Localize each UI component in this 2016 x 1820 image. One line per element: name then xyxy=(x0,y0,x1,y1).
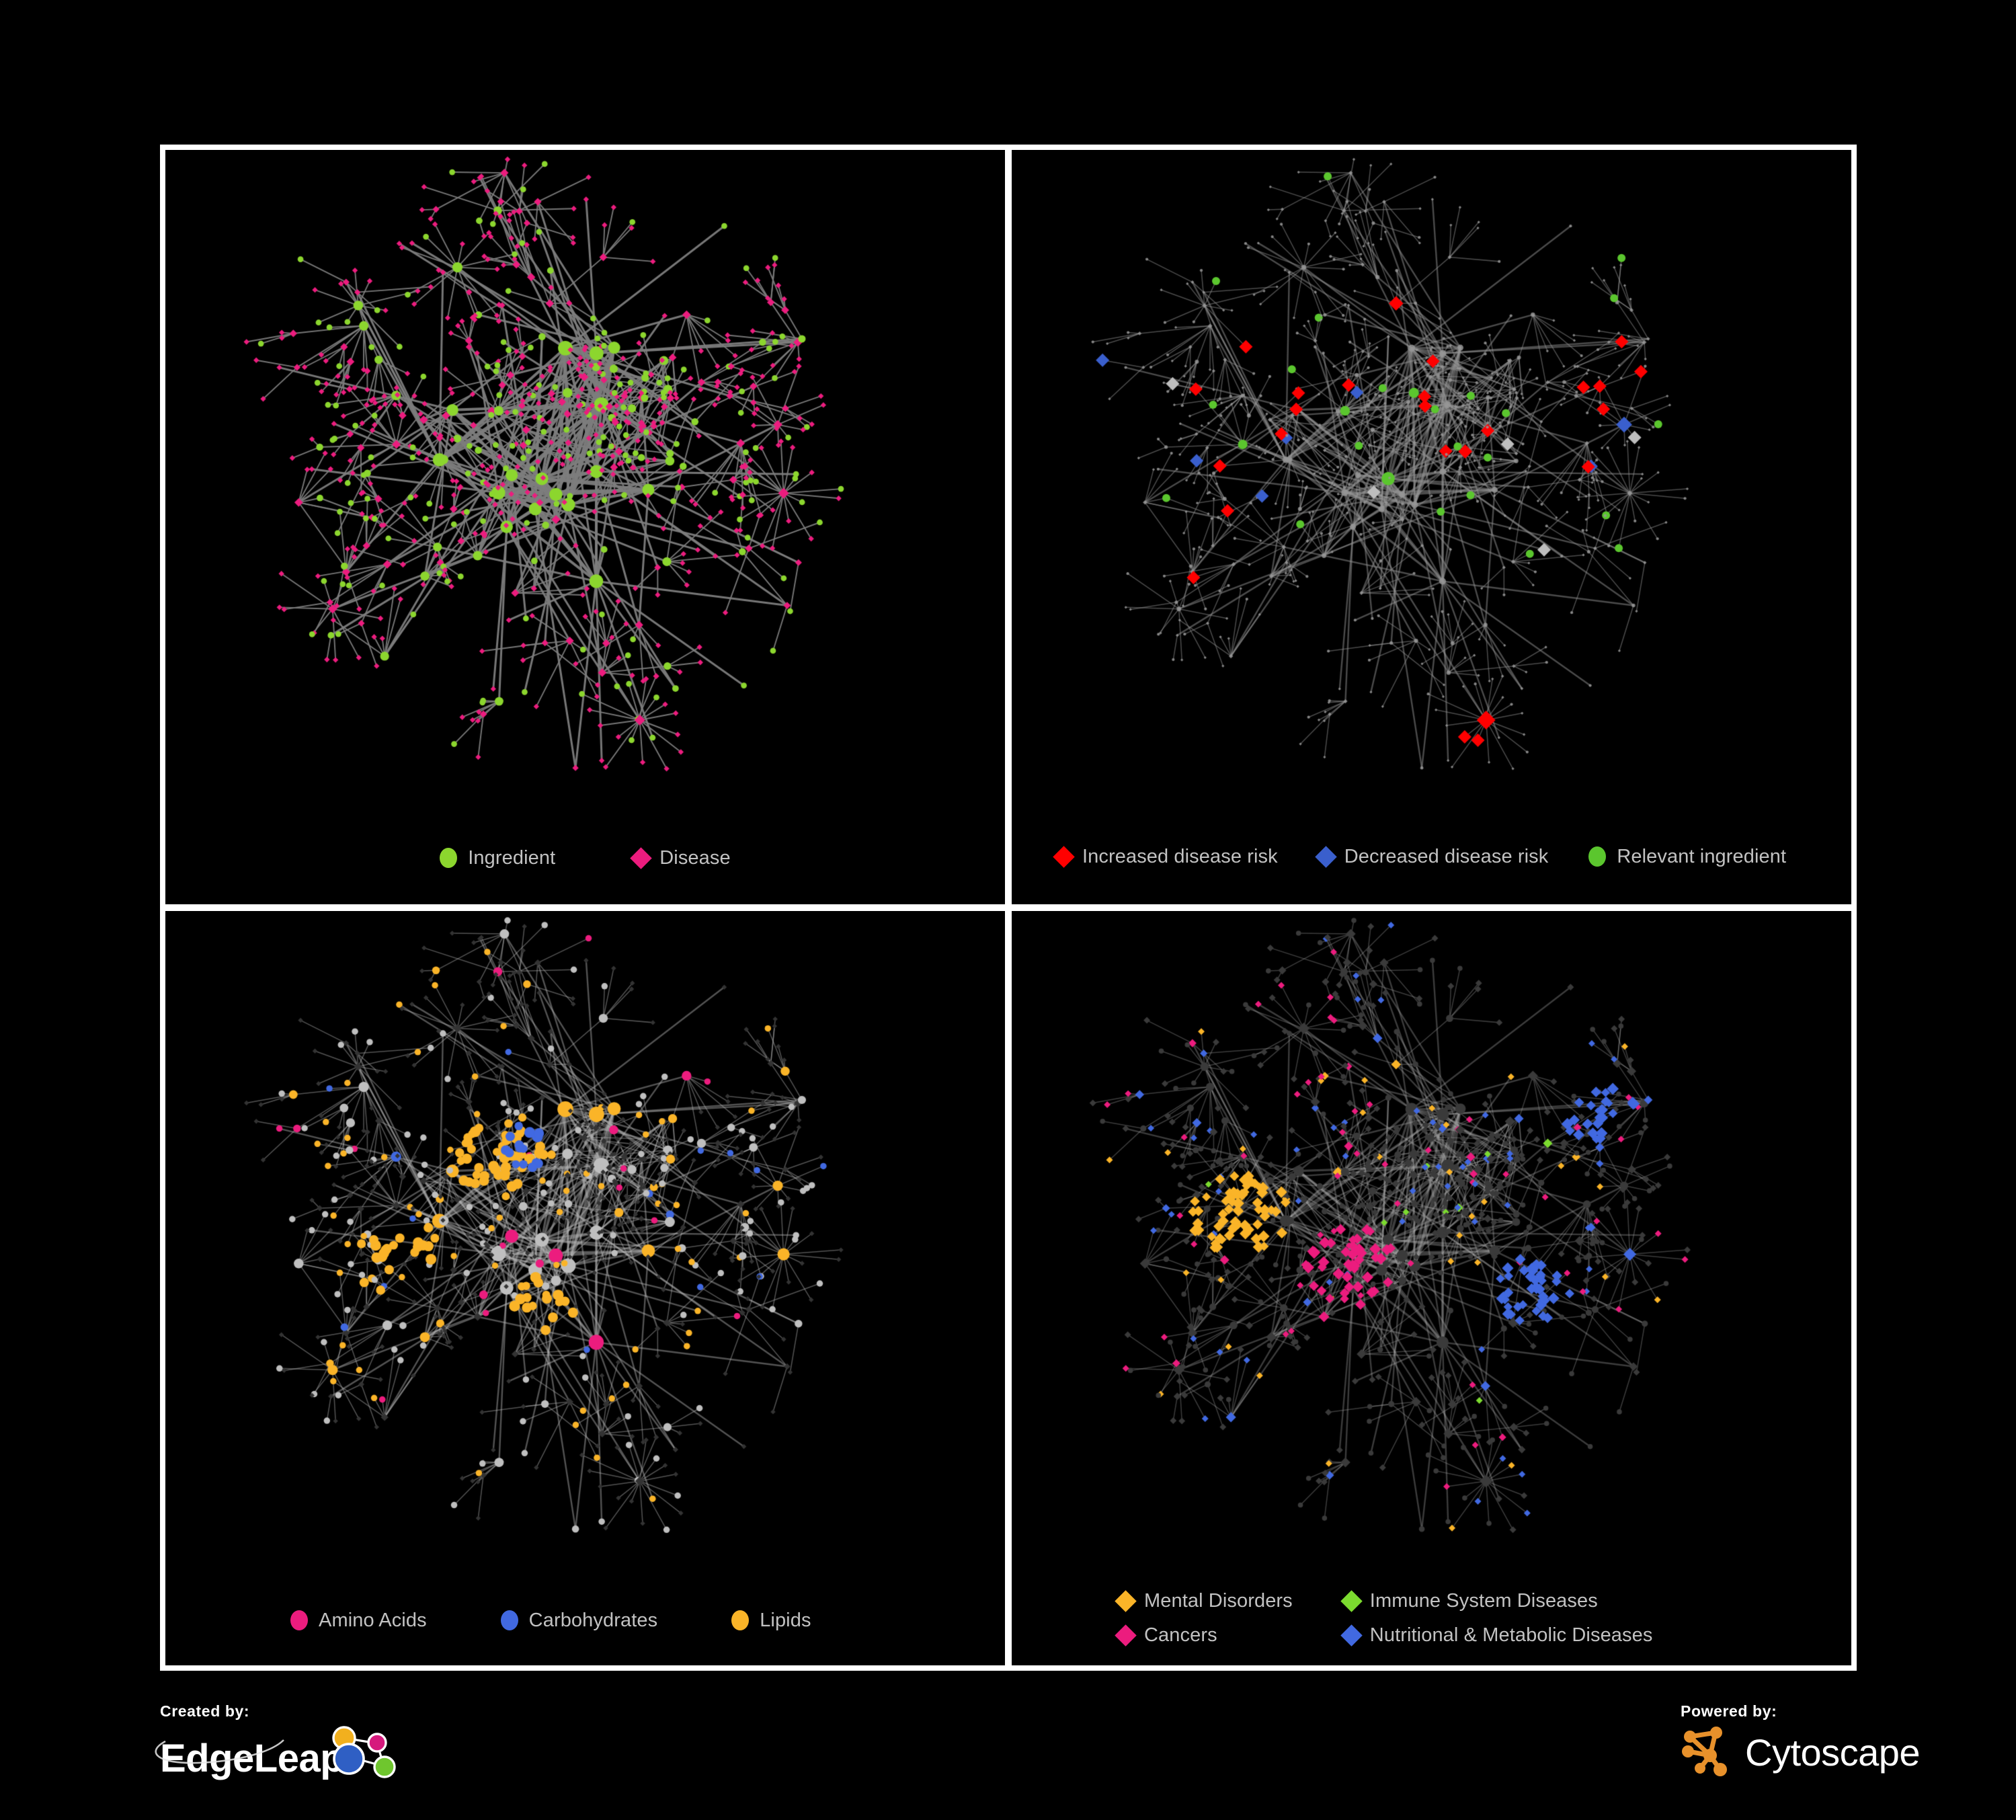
legend-marker-circle-icon xyxy=(440,848,458,868)
legend-label: Increased disease risk xyxy=(1082,845,1278,867)
brand-edgeleap[interactable]: Created by: EdgeLeap xyxy=(155,1702,404,1792)
legend-item-amino-acids[interactable]: Amino Acids xyxy=(290,1610,427,1630)
legend-item-mental-disorders[interactable]: Mental Disorders xyxy=(1115,1590,1293,1612)
network-canvas-disease-class[interactable] xyxy=(1012,911,1851,1665)
legend-item-cancers[interactable]: Cancers xyxy=(1115,1624,1293,1647)
legend-item-lipids[interactable]: Lipids xyxy=(731,1610,811,1630)
legend-item-nutritional-metabolic-diseases[interactable]: Nutritional & Metabolic Diseases xyxy=(1340,1624,1653,1647)
legend-label: Amino Acids xyxy=(319,1609,427,1631)
legend-marker-circle-icon xyxy=(1588,846,1607,867)
network-canvas-ingredient-class[interactable] xyxy=(165,911,1005,1665)
cytoscape-logo-icon xyxy=(1681,1725,1738,1780)
panel-disease-risk-network[interactable]: Increased disease risk Decreased disease… xyxy=(1012,150,1851,904)
legend-label: Cancers xyxy=(1144,1624,1217,1646)
panel-disease-class-network[interactable]: Mental Disorders Immune System Diseases … xyxy=(1012,911,1851,1665)
legend-ingredient-class: Amino Acids Carbohydrates Lipids xyxy=(165,1610,1005,1630)
legend-marker-diamond-icon xyxy=(1115,1590,1137,1612)
legend-label: Decreased disease risk xyxy=(1344,845,1549,867)
legend-label: Nutritional & Metabolic Diseases xyxy=(1369,1624,1653,1646)
legend-marker-diamond-icon xyxy=(630,846,653,869)
brand-cytoscape[interactable]: Powered by: xyxy=(1681,1702,1921,1780)
legend-item-disease[interactable]: Disease xyxy=(630,846,731,869)
footer: Created by: EdgeLeap xyxy=(0,1674,2016,1820)
legend-ingredient-disease: Ingredient Disease xyxy=(165,846,1005,869)
legend-item-immune-system-diseases[interactable]: Immune System Diseases xyxy=(1340,1590,1653,1612)
cytoscape-wordmark: Cytoscape xyxy=(1745,1731,1921,1774)
legend-disease-class: Mental Disorders Immune System Diseases … xyxy=(1012,1590,1851,1647)
legend-label: Mental Disorders xyxy=(1144,1590,1293,1612)
legend-item-ingredient[interactable]: Ingredient xyxy=(440,848,555,868)
legend-marker-diamond-icon xyxy=(1115,1624,1137,1647)
legend-marker-circle-icon xyxy=(290,1610,308,1630)
network-canvas-ingredient-disease[interactable] xyxy=(165,150,1005,904)
legend-label: Immune System Diseases xyxy=(1369,1590,1598,1612)
panel-ingredient-class-network[interactable]: Amino Acids Carbohydrates Lipids xyxy=(165,911,1005,1665)
legend-label: Ingredient xyxy=(468,846,556,869)
legend-label: Lipids xyxy=(760,1609,811,1631)
legend-disease-risk: Increased disease risk Decreased disease… xyxy=(1012,845,1851,868)
legend-marker-diamond-icon xyxy=(1314,845,1337,868)
legend-item-carbohydrates[interactable]: Carbohydrates xyxy=(500,1609,658,1631)
legend-marker-diamond-icon xyxy=(1340,1624,1363,1647)
legend-label: Relevant ingredient xyxy=(1617,845,1787,867)
network-canvas-disease-risk[interactable] xyxy=(1012,150,1851,904)
panel-ingredient-disease-network[interactable]: Ingredient Disease xyxy=(165,150,1005,904)
panel-grid: Ingredient Disease Increased disease ris… xyxy=(160,145,1857,1671)
legend-item-increased-disease-risk[interactable]: Increased disease risk xyxy=(1053,845,1278,868)
legend-item-relevant-ingredient[interactable]: Relevant ingredient xyxy=(1588,846,1786,867)
legend-marker-diamond-icon xyxy=(1053,845,1075,868)
legend-marker-circle-icon xyxy=(731,1610,750,1630)
edgeleap-logo-icon xyxy=(325,1725,404,1792)
legend-item-decreased-disease-risk[interactable]: Decreased disease risk xyxy=(1314,845,1549,868)
powered-by-label: Powered by: xyxy=(1681,1702,1777,1720)
legend-label: Carbohydrates xyxy=(528,1609,658,1631)
legend-marker-circle-icon xyxy=(500,1610,518,1630)
created-by-label: Created by: xyxy=(160,1702,250,1720)
legend-label: Disease xyxy=(659,846,731,869)
edgeleap-wordmark: EdgeLeap xyxy=(160,1736,344,1780)
legend-marker-diamond-icon xyxy=(1340,1590,1363,1612)
edgeleap-swoosh-icon xyxy=(155,1739,284,1764)
